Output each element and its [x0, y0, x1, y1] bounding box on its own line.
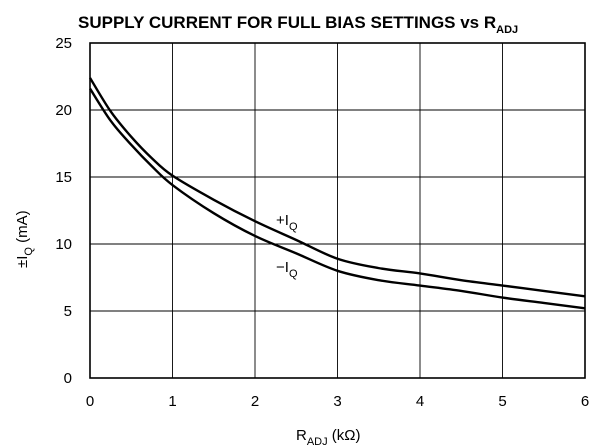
y-tick-label-3: 15: [55, 169, 72, 186]
y-axis-label-unit: (mA): [14, 210, 31, 247]
y-axis-label: ±IQ (mA): [14, 210, 35, 268]
series-label-minus-iq-subscript: Q: [289, 268, 298, 280]
x-tick-labels: 0 1 2 3 4 5 6: [86, 393, 589, 410]
y-tick-label-0: 0: [64, 370, 72, 387]
y-tick-label-1: 5: [64, 303, 72, 320]
chart-title-subscript: ADJ: [496, 24, 518, 36]
series-label-plus-iq: +IQ: [276, 212, 298, 233]
y-axis-label-text: ±I: [14, 256, 31, 268]
chart-title-text: SUPPLY CURRENT FOR FULL BIAS SETTINGS vs…: [78, 13, 496, 32]
chart-title: SUPPLY CURRENT FOR FULL BIAS SETTINGS vs…: [78, 13, 518, 36]
x-axis-label-text: R: [296, 427, 307, 444]
series-line-minus-iq: [88, 87, 586, 310]
x-axis-label-unit: (kΩ): [328, 427, 361, 444]
x-tick-label-5: 5: [498, 393, 506, 410]
plot-frame: [89, 42, 586, 379]
x-axis-label: RADJ (kΩ): [296, 427, 361, 447]
series-label-plus-iq-subscript: Q: [289, 221, 298, 233]
y-axis-label-subscript: Q: [23, 247, 35, 256]
y-tick-label-2: 10: [55, 236, 72, 253]
series-line-plus-iq: [88, 77, 586, 298]
x-tick-label-4: 4: [416, 393, 424, 410]
x-tick-label-3: 3: [333, 393, 341, 410]
series-label-plus-iq-text: +I: [276, 212, 289, 229]
x-axis-label-subscript: ADJ: [307, 436, 328, 447]
y-tick-label-4: 20: [55, 102, 72, 119]
y-tick-label-5: 25: [55, 35, 72, 52]
x-tick-label-0: 0: [86, 393, 94, 410]
grid: [89, 42, 586, 379]
x-tick-label-2: 2: [251, 393, 259, 410]
series-label-minus-iq: −IQ: [276, 259, 298, 280]
series-label-minus-iq-text: −I: [276, 259, 289, 276]
x-tick-label-6: 6: [581, 393, 589, 410]
series-lines: [88, 77, 586, 310]
y-tick-labels: 0 5 10 15 20 25: [55, 35, 72, 387]
x-tick-label-1: 1: [168, 393, 176, 410]
